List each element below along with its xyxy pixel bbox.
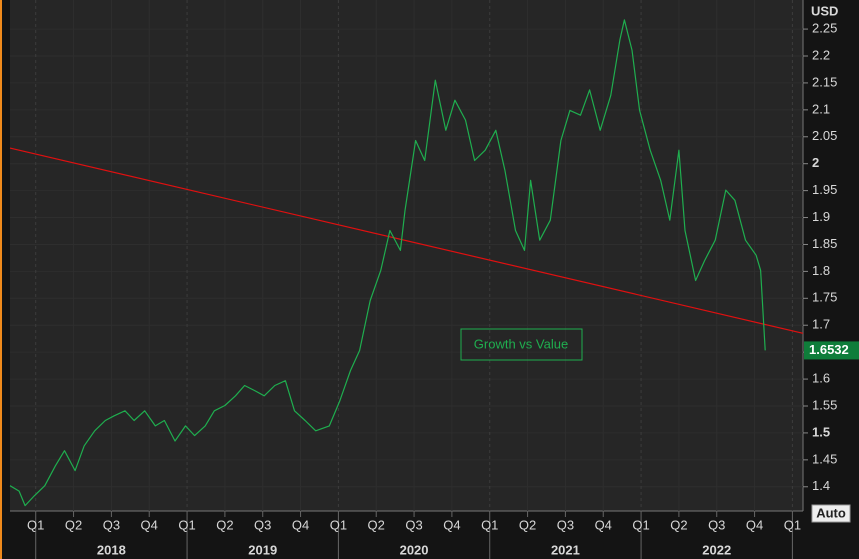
year-label: 2019 (248, 542, 277, 557)
last-value-label: 1.6532 (809, 342, 849, 357)
x-tick-label: Q2 (670, 517, 687, 532)
y-tick-label: 1.55 (812, 397, 837, 412)
y-tick-label: 2.25 (812, 21, 837, 36)
x-tick-label: Q4 (292, 517, 309, 532)
year-label: 2021 (551, 542, 580, 557)
trendline (9, 147, 804, 334)
x-tick-label: Q3 (103, 517, 120, 532)
plot-area (10, 0, 803, 511)
y-tick-label: 1.95 (812, 182, 837, 197)
x-tick-label: Q4 (595, 517, 612, 532)
auto-button[interactable] (811, 504, 851, 523)
y-tick-label: 2.2 (812, 47, 830, 62)
x-tick-label: Q2 (216, 517, 233, 532)
x-tick-label: Q4 (141, 517, 158, 532)
y-tick-label: 1.75 (812, 290, 837, 305)
x-tick-label: Q2 (519, 517, 536, 532)
x-tick-label: Q3 (557, 517, 574, 532)
x-tick-label: Q2 (65, 517, 82, 532)
series-line (9, 19, 766, 507)
annotation: Growth vs Value (474, 336, 568, 351)
y-tick-label: 1.85 (812, 236, 837, 251)
x-tick-label: Q1 (330, 517, 347, 532)
y-tick-label: 1.45 (812, 451, 837, 466)
x-tick-label: Q3 (405, 517, 422, 532)
y-tick-label: 1.6 (812, 371, 830, 386)
frame-edge (0, 0, 2, 559)
x-tick-label: Q1 (784, 517, 801, 532)
x-tick-label: Q3 (708, 517, 725, 532)
x-tick-label: Q2 (368, 517, 385, 532)
annotation-box (460, 328, 583, 361)
last-value-tag (804, 341, 859, 360)
x-tick-label: Q4 (746, 517, 763, 532)
x-tick-label: Q1 (27, 517, 44, 532)
y-tick-label: 1.5 (812, 424, 830, 439)
auto-button-label[interactable]: Auto (816, 505, 846, 520)
year-label: 2018 (97, 542, 126, 557)
y-tick-label: 2.05 (812, 128, 837, 143)
year-label: 2020 (400, 542, 429, 557)
year-label: 2022 (702, 542, 731, 557)
x-tick-label: Q4 (443, 517, 460, 532)
y-tick-label: 1.7 (812, 317, 830, 332)
y-tick-label: 1.4 (812, 478, 830, 493)
y-tick-label: 2.15 (812, 74, 837, 89)
x-tick-label: Q1 (632, 517, 649, 532)
y-tick-label: 1.9 (812, 209, 830, 224)
x-tick-label: Q1 (178, 517, 195, 532)
y-tick-label: 2 (812, 155, 819, 170)
y-axis-label: USD (811, 3, 838, 18)
y-tick-label: 2.1 (812, 101, 830, 116)
x-tick-label: Q3 (254, 517, 271, 532)
x-tick-label: Q1 (481, 517, 498, 532)
y-tick-label: 1.8 (812, 263, 830, 278)
